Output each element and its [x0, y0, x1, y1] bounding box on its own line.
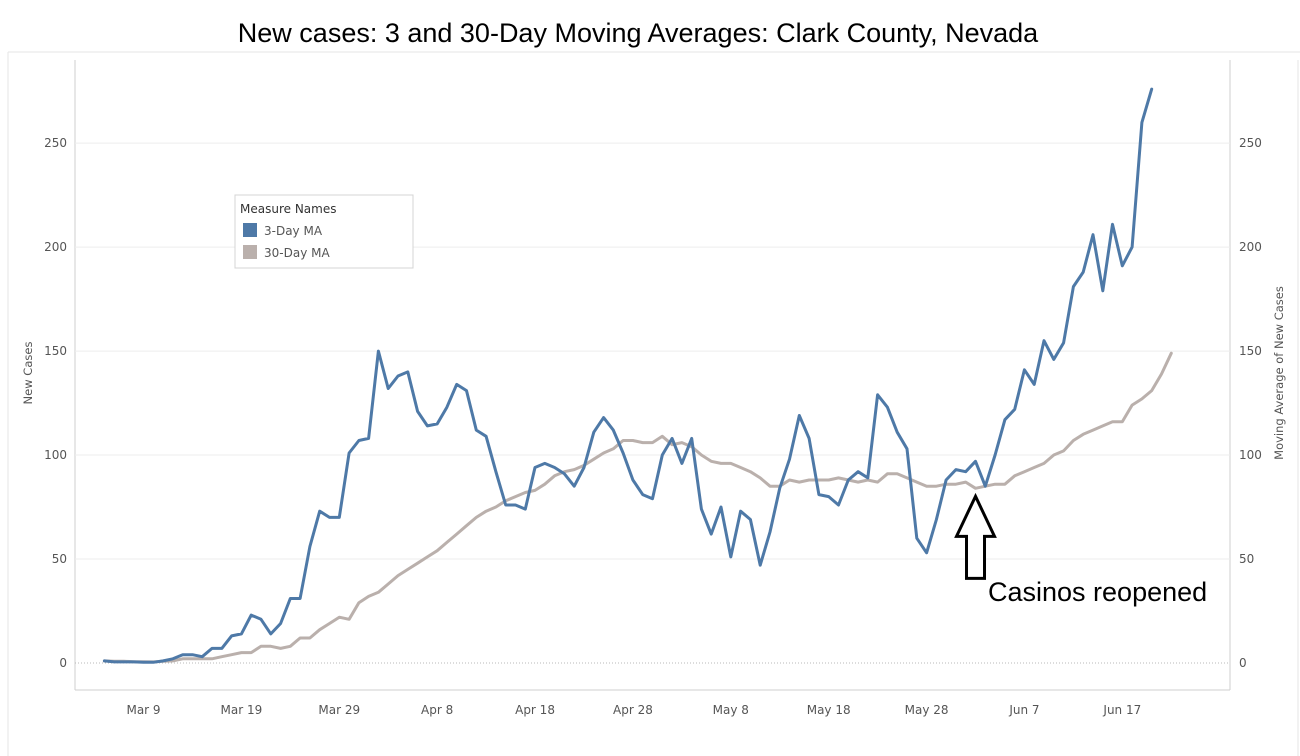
legend[interactable]: Measure Names 3-Day MA 30-Day MA	[234, 194, 414, 269]
x-tick-label: May 28	[905, 703, 949, 717]
y-tick-label-left: 100	[44, 448, 67, 462]
legend-title: Measure Names	[240, 202, 336, 216]
y-tick-label-left: 250	[44, 136, 67, 150]
x-tick-label: Mar 9	[126, 703, 160, 717]
legend-item-30day[interactable]: 30-Day MA	[243, 245, 330, 260]
x-ticks: Mar 9 Mar 19 Mar 29 Apr 8 Apr 18 Apr 28 May 8 M…	[126, 703, 1141, 717]
x-tick-label: Jun 7	[1008, 703, 1039, 717]
series-layer	[102, 87, 1173, 664]
x-tick-label: Mar 29	[318, 703, 360, 717]
y-tick-label-right: 50	[1239, 552, 1254, 566]
x-tick-label: May 8	[713, 703, 749, 717]
annotation-text: Casinos reopened	[988, 577, 1207, 607]
series-line-30-day-ma[interactable]	[102, 351, 1173, 664]
y-tick-label-left: 0	[59, 656, 67, 670]
legend-swatch-3day	[243, 223, 257, 237]
x-tick-label: Mar 19	[221, 703, 263, 717]
y-tick-label-right: 0	[1239, 656, 1247, 670]
legend-swatch-30day	[243, 245, 257, 259]
legend-label-3day: 3-Day MA	[264, 224, 323, 238]
right-axis-title: Moving Average of New Cases	[1272, 286, 1286, 460]
legend-box	[234, 194, 414, 269]
left-y-ticks: 0 50 100 150 200 250	[44, 136, 67, 670]
y-tick-label-left: 200	[44, 240, 67, 254]
y-tick-label-left: 150	[44, 344, 67, 358]
y-tick-label-right: 150	[1239, 344, 1262, 358]
series-line-3-day-ma[interactable]	[102, 87, 1154, 664]
chart-title: New cases: 3 and 30-Day Moving Averages:…	[238, 18, 1039, 48]
x-tick-label: Apr 18	[515, 703, 555, 717]
x-tick-label: Apr 28	[613, 703, 653, 717]
x-tick-label: Apr 8	[421, 703, 453, 717]
right-y-ticks: 0 50 100 150 200 250	[1239, 136, 1262, 670]
y-tick-label-right: 100	[1239, 448, 1262, 462]
up-arrow-icon	[954, 492, 997, 580]
annotation: Casinos reopened	[954, 492, 1207, 607]
y-tick-label-right: 200	[1239, 240, 1262, 254]
x-tick-label: Jun 17	[1102, 703, 1141, 717]
y-tick-label-right: 250	[1239, 136, 1262, 150]
legend-item-3day[interactable]: 3-Day MA	[243, 223, 323, 238]
x-tick-label: May 18	[807, 703, 851, 717]
legend-label-30day: 30-Day MA	[264, 246, 330, 260]
y-tick-label-left: 50	[52, 552, 67, 566]
left-axis-title: New Cases	[21, 342, 35, 405]
grid-layer	[75, 142, 1230, 664]
